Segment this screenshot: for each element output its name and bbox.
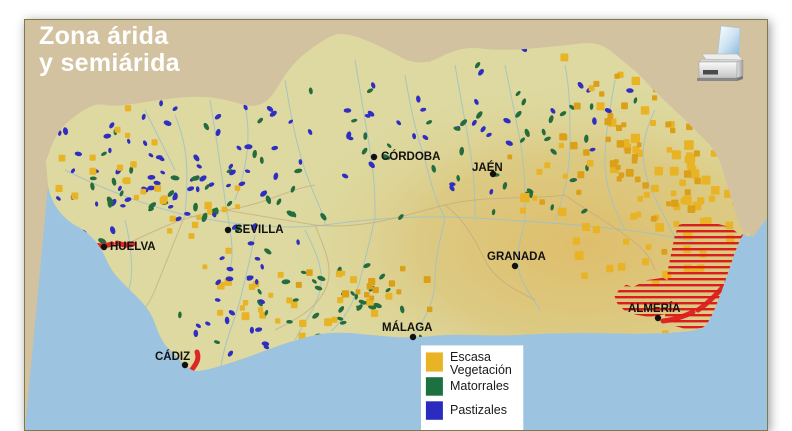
svg-text:ALMERÍA: ALMERÍA [628,302,680,315]
svg-text:JAÉN: JAÉN [472,161,503,174]
svg-text:GRANADA: GRANADA [487,251,546,263]
svg-text:Vegetación: Vegetación [450,363,512,377]
svg-text:MÁLAGA: MÁLAGA [382,321,432,334]
svg-text:HUELVA: HUELVA [110,241,156,253]
svg-text:CÁDIZ: CÁDIZ [155,350,190,363]
svg-text:SEVILLA: SEVILLA [235,224,284,236]
svg-text:Escasa: Escasa [450,350,491,364]
svg-text:Matorrales: Matorrales [450,379,509,393]
svg-text:Pastizales: Pastizales [450,403,507,417]
svg-text:CÓRDOBA: CÓRDOBA [381,150,440,163]
